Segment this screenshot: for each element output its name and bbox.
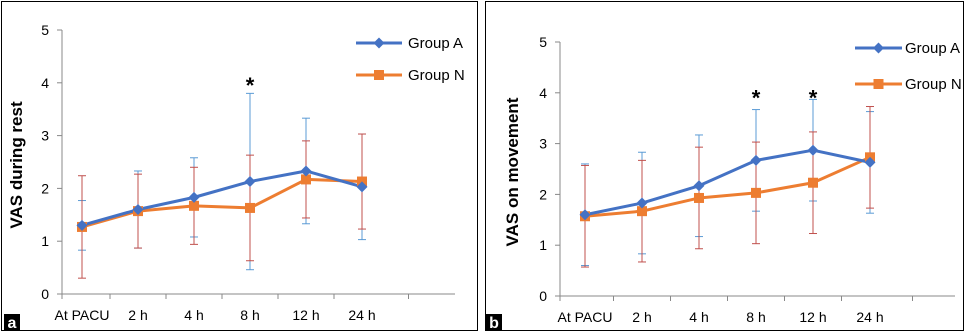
significance-asterisk: * xyxy=(246,73,255,98)
data-point-square xyxy=(189,200,199,211)
legend-label: Group N xyxy=(905,76,962,93)
data-point-square xyxy=(694,192,704,203)
series-line xyxy=(584,155,871,218)
y-tick-label: 3 xyxy=(539,136,547,152)
y-axis: 0 1 2 3 4 5 xyxy=(539,34,561,304)
x-tick-label: 8 h xyxy=(240,307,259,323)
data-point-square xyxy=(245,202,255,213)
series-lines xyxy=(81,169,363,229)
data-point-diamond xyxy=(750,154,762,166)
legend-label: Group A xyxy=(408,35,463,52)
x-tick-label: 8 h xyxy=(746,309,765,325)
x-tick-label: 2 h xyxy=(128,307,147,323)
data-point-diamond xyxy=(244,176,256,188)
y-axis: 0 1 2 3 4 5 xyxy=(41,22,63,302)
data-point-diamond xyxy=(356,181,368,193)
significance-asterisk: * xyxy=(809,85,818,110)
y-tick-label: 2 xyxy=(539,186,547,202)
legend-marker-diamond xyxy=(373,37,385,49)
legend-marker-square xyxy=(873,79,884,89)
panel-label-box xyxy=(4,314,20,331)
data-point-diamond xyxy=(132,204,144,216)
panel-label-box xyxy=(486,314,502,331)
panel-label: b xyxy=(489,315,499,332)
chart-panel-a: a VAS during rest 0 1 2 3 4 5 At PACU 2 h 4 h 8 … xyxy=(1,1,478,332)
x-tick-label: 2 h xyxy=(632,309,651,325)
y-tick-label: 2 xyxy=(41,180,49,196)
y-tick-label: 3 xyxy=(41,128,49,144)
y-tick-label: 4 xyxy=(41,75,49,91)
x-tick-label: At PACU xyxy=(55,307,110,323)
x-axis: At PACU 2 h 4 h 8 h 12 h 24 h xyxy=(55,293,455,323)
y-tick-label: 4 xyxy=(539,85,547,101)
y-tick-label: 0 xyxy=(539,288,547,304)
data-point-square xyxy=(751,187,761,198)
data-point-diamond xyxy=(693,180,705,192)
legend-marker-square xyxy=(374,70,384,80)
x-axis: At PACU 2 h 4 h 8 h 12 h 24 h xyxy=(558,295,955,325)
data-point-square xyxy=(808,177,818,188)
legend-marker-diamond xyxy=(873,42,884,54)
x-tick-label: 4 h xyxy=(689,309,708,325)
y-axis-title: VAS during rest xyxy=(7,101,26,229)
panel-label: a xyxy=(8,315,17,332)
legend-label: Group A xyxy=(905,40,960,57)
series-markers xyxy=(579,144,876,222)
x-tick-label: 24 h xyxy=(856,309,883,325)
data-point-diamond xyxy=(579,209,591,221)
x-tick-label: 4 h xyxy=(184,307,203,323)
y-tick-label: 5 xyxy=(539,34,547,50)
significance-annotations: * xyxy=(246,73,255,98)
y-axis-title: VAS on movement xyxy=(503,97,522,246)
data-point-square xyxy=(637,206,647,217)
data-point-diamond xyxy=(188,191,200,203)
significance-asterisk: * xyxy=(752,85,761,110)
legend: Group A Group N xyxy=(356,35,465,84)
series-lines xyxy=(584,148,871,218)
data-point-diamond xyxy=(300,165,312,177)
series-line xyxy=(81,177,363,229)
significance-annotations: * * xyxy=(752,85,818,110)
x-tick-label: 24 h xyxy=(348,307,375,323)
panel-border xyxy=(485,1,964,331)
x-tick-label: 12 h xyxy=(799,309,826,325)
panel-border xyxy=(1,1,478,331)
y-tick-label: 1 xyxy=(539,237,547,253)
x-tick-label: At PACU xyxy=(558,309,613,325)
y-tick-label: 1 xyxy=(41,233,49,249)
data-point-square xyxy=(301,174,311,185)
legend-label: Group N xyxy=(408,67,465,84)
series-markers xyxy=(76,165,368,232)
data-point-diamond xyxy=(76,219,88,231)
series-line xyxy=(584,148,871,217)
legend: Group A Group N xyxy=(855,40,962,93)
x-tick-label: 12 h xyxy=(292,307,319,323)
data-point-diamond xyxy=(864,156,876,168)
series-line xyxy=(81,169,363,227)
data-point-diamond xyxy=(807,144,819,156)
data-point-diamond xyxy=(636,197,648,209)
y-tick-label: 0 xyxy=(41,286,49,302)
y-tick-label: 5 xyxy=(41,22,49,38)
chart-panel-b: b VAS on movement 0 1 2 3 4 5 At PACU 2 h 4 h 8 … xyxy=(485,1,964,332)
